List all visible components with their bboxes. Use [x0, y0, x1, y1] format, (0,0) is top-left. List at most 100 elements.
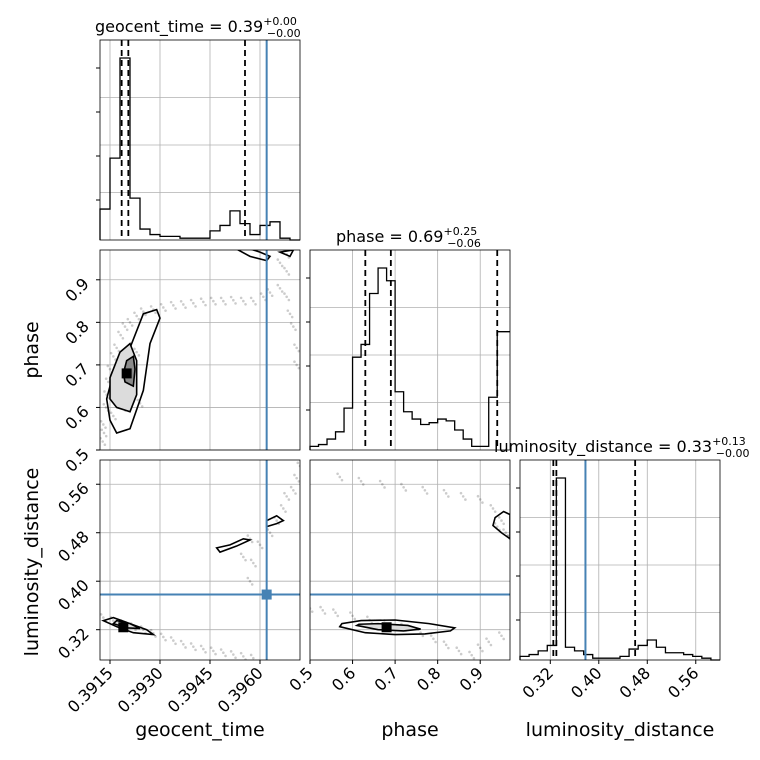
scatter-point	[476, 494, 480, 498]
scatter-point	[457, 649, 461, 653]
scatter-point	[194, 305, 197, 308]
scatter-point	[184, 646, 187, 649]
scatter-point	[108, 367, 112, 371]
scatter-point	[242, 299, 245, 303]
scatter-point	[292, 489, 295, 492]
scatter-point	[136, 398, 140, 402]
scatter-point	[164, 638, 167, 642]
scatter-point	[361, 483, 365, 486]
scatter-point	[285, 495, 288, 498]
scatter-point	[489, 503, 493, 507]
scatter-point	[104, 426, 107, 429]
scatter-point	[239, 651, 243, 655]
scatter-point	[114, 417, 117, 421]
scatter-point	[497, 631, 501, 634]
histogram-phase	[309, 267, 510, 450]
scatter-point	[421, 634, 425, 638]
scatter-point	[293, 360, 296, 363]
scatter-point	[249, 558, 253, 562]
scatter-point	[144, 313, 147, 317]
scatter-point	[134, 628, 137, 632]
scatter-point	[229, 650, 233, 653]
xtick-label: 0.6	[328, 663, 359, 694]
scatter-point	[289, 485, 293, 489]
scatter-point	[500, 634, 503, 638]
scatter-point	[121, 322, 125, 325]
scatter-point	[402, 485, 405, 489]
xtick-label: 0.32	[519, 663, 558, 702]
scatter-point	[276, 283, 280, 287]
scatter-point	[100, 613, 103, 616]
density-peak	[118, 622, 129, 633]
scatter-point	[481, 649, 484, 653]
scatter-point	[159, 632, 163, 636]
scatter-point	[234, 302, 237, 305]
scatter-point	[123, 325, 127, 328]
scatter-point	[432, 637, 435, 641]
scatter-point	[142, 310, 145, 314]
xlabel-phase: phase	[381, 719, 438, 741]
histogram-geocent-time	[99, 57, 300, 241]
scatter-point	[232, 653, 235, 656]
scatter-point	[270, 534, 274, 538]
scatter-point	[182, 642, 185, 646]
scatter-point	[179, 639, 183, 643]
xtick-label: 0.3960	[214, 663, 267, 716]
scatter-point	[102, 402, 106, 406]
scatter-point	[268, 531, 272, 535]
scatter-point	[447, 495, 450, 498]
scatter-point	[502, 528, 505, 531]
scatter-point	[275, 519, 278, 522]
scatter-point	[244, 302, 247, 306]
scatter-point	[182, 303, 185, 306]
scatter-point	[383, 486, 386, 489]
scatter-point	[135, 314, 138, 318]
scatter-point	[130, 324, 134, 327]
scatter-point	[149, 628, 153, 632]
scatter-point	[461, 495, 465, 498]
scatter-point	[478, 498, 482, 501]
scatter-point	[262, 295, 265, 299]
panel-luminosity-distance-vs-phase	[307, 472, 510, 660]
scatter-point	[112, 355, 115, 358]
scatter-point	[502, 637, 505, 641]
scatter-point	[254, 660, 257, 663]
scatter-point	[287, 498, 291, 501]
scatter-point	[109, 351, 113, 355]
scatter-point	[104, 377, 108, 381]
scatter-point	[307, 604, 310, 607]
scatter-point	[184, 306, 187, 309]
contour-right	[492, 510, 510, 540]
panel-grid-1-1	[309, 250, 510, 450]
scatter-point	[254, 302, 257, 306]
scatter-point	[268, 291, 272, 294]
scatter-point	[246, 534, 250, 537]
scatter-point	[489, 643, 493, 647]
panel-frame-2-1	[309, 459, 511, 661]
scatter-point	[459, 652, 463, 656]
scatter-point	[497, 516, 501, 519]
panel-frame-2-0	[99, 459, 301, 661]
scatter-point	[154, 311, 157, 315]
scatter-point	[117, 330, 120, 334]
scatter-point	[349, 611, 352, 614]
scatter-point	[256, 540, 260, 543]
scatter-point	[103, 390, 106, 393]
scatter-point	[214, 652, 217, 656]
scatter-point	[102, 431, 106, 435]
scatter-point	[246, 576, 250, 580]
scatter-point	[154, 635, 157, 638]
scatter-point	[162, 635, 165, 639]
scatter-point	[192, 301, 195, 305]
panel-phase-vs-geocent-time	[100, 250, 300, 446]
scatter-point	[285, 269, 288, 273]
scatter-point	[249, 296, 253, 300]
scatter-point	[202, 300, 205, 304]
panel-frame-0-0	[99, 39, 301, 241]
scatter-point	[280, 264, 284, 268]
scatter-point	[287, 298, 291, 302]
scatter-point	[222, 299, 225, 303]
scatter-point	[282, 507, 285, 510]
scatter-point	[179, 299, 183, 303]
scatter-point	[258, 543, 262, 547]
